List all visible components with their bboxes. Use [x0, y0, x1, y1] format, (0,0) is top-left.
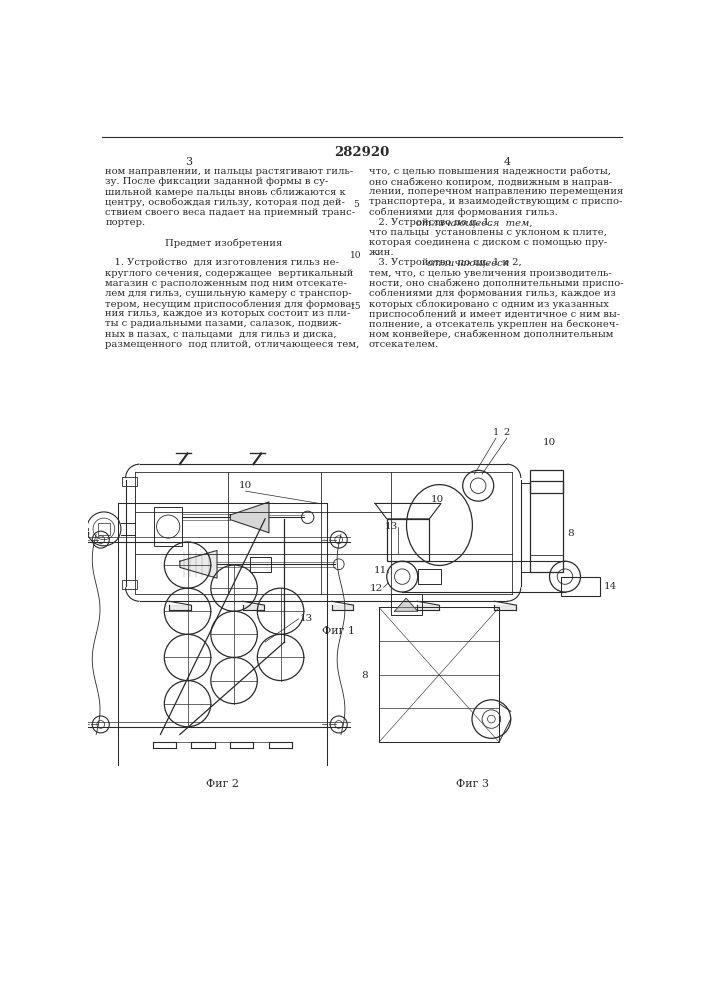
Text: зу. После фиксации заданной формы в су-: зу. После фиксации заданной формы в су-: [105, 177, 329, 186]
Text: 2: 2: [504, 428, 510, 437]
Text: ном конвейере, снабженном дополнительным: ном конвейере, снабженном дополнительным: [369, 330, 613, 339]
Text: Фиг 3: Фиг 3: [455, 779, 489, 789]
Text: 1. Устройство  для изготовления гильз не-: 1. Устройство для изготовления гильз не-: [105, 258, 339, 267]
Text: ты с радиальными пазами, салазок, подвиж-: ты с радиальными пазами, салазок, подвиж…: [105, 319, 341, 328]
Bar: [250, 557, 271, 572]
Text: размещенного  под плитой, отличающееся тем,: размещенного под плитой, отличающееся те…: [105, 340, 360, 349]
Text: 8: 8: [362, 671, 368, 680]
Text: 5: 5: [353, 200, 358, 209]
Text: отличающееся: отличающееся: [426, 258, 510, 267]
Text: 8: 8: [567, 529, 574, 538]
Text: жин.: жин.: [369, 248, 395, 257]
Text: отличающееся  тем,: отличающееся тем,: [416, 218, 532, 227]
Polygon shape: [417, 605, 438, 610]
Polygon shape: [243, 605, 264, 610]
Text: 10: 10: [239, 481, 252, 490]
Text: отсекателем.: отсекателем.: [369, 340, 439, 349]
Text: лении, поперечном направлению перемещения: лении, поперечном направлению перемещени…: [369, 187, 623, 196]
Text: приспособлений и имеет идентичное с ним вы-: приспособлений и имеет идентичное с ним …: [369, 309, 620, 319]
Bar: [387, 519, 429, 561]
Polygon shape: [395, 598, 418, 611]
Text: 14: 14: [604, 582, 617, 591]
Text: Предмет изобретения: Предмет изобретения: [165, 238, 283, 248]
Text: 10: 10: [431, 495, 444, 504]
Text: которых сблокировано с одним из указанных: которых сблокировано с одним из указанны…: [369, 299, 609, 309]
Bar: [122, 477, 137, 486]
Text: Фиг 1: Фиг 1: [322, 626, 355, 636]
Text: 3: 3: [185, 157, 193, 167]
Polygon shape: [180, 550, 217, 578]
Text: 13: 13: [385, 522, 398, 531]
Bar: [154, 507, 182, 546]
Polygon shape: [332, 605, 354, 610]
Text: центру, освобождая гильзу, которая под дей-: центру, освобождая гильзу, которая под д…: [105, 197, 345, 207]
Text: 15: 15: [350, 302, 361, 311]
Text: тером, несущим приспособления для формова-: тером, несущим приспособления для формов…: [105, 299, 355, 309]
Text: круглого сечения, содержащее  вертикальный: круглого сечения, содержащее вертикальны…: [105, 269, 354, 278]
Bar: [98, 523, 110, 535]
Text: ствием своего веса падает на приемный транс-: ствием своего веса падает на приемный тр…: [105, 208, 356, 217]
Text: оно снабжено копиром, подвижным в направ-: оно снабжено копиром, подвижным в направ…: [369, 177, 612, 187]
Text: 2. Устройство по п. 1,: 2. Устройство по п. 1,: [369, 218, 496, 227]
Text: 4: 4: [503, 157, 510, 167]
Text: соблениями для формования гильз, каждое из: соблениями для формования гильз, каждое …: [369, 289, 616, 298]
Text: Фиг 2: Фиг 2: [206, 779, 239, 789]
Text: соблениями для формования гильз.: соблениями для формования гильз.: [369, 208, 558, 217]
Text: тем, что, с целью увеличения производитель-: тем, что, с целью увеличения производите…: [369, 269, 612, 278]
Text: 11: 11: [373, 566, 387, 575]
Polygon shape: [230, 502, 269, 533]
Text: ности, оно снабжено дополнительными приспо-: ности, оно снабжено дополнительными прис…: [369, 279, 624, 288]
Text: 13: 13: [300, 614, 313, 623]
Text: которая соединена с диском с помощью пру-: которая соединена с диском с помощью пру…: [369, 238, 607, 247]
Bar: [391, 594, 421, 615]
Text: ных в пазах, с пальцами  для гильз и диска,: ных в пазах, с пальцами для гильз и диск…: [105, 330, 337, 339]
Text: ном направлении, и пальцы растягивают гиль-: ном направлении, и пальцы растягивают ги…: [105, 167, 354, 176]
Bar: [530, 481, 563, 572]
Text: 10: 10: [543, 438, 556, 447]
Polygon shape: [494, 605, 516, 610]
Text: 3. Устройство  по пп. 1 и 2,: 3. Устройство по пп. 1 и 2,: [369, 258, 525, 267]
Bar: [530, 470, 563, 493]
Text: 1: 1: [493, 428, 499, 437]
Text: 10: 10: [350, 251, 361, 260]
Bar: [418, 569, 441, 584]
Text: полнение, а отсекатель укреплен на бесконеч-: полнение, а отсекатель укреплен на беско…: [369, 319, 619, 329]
Text: шильной камере пальцы вновь сближаются к: шильной камере пальцы вновь сближаются к: [105, 187, 346, 197]
Text: ния гильз, каждое из которых состоит из пли-: ния гильз, каждое из которых состоит из …: [105, 309, 351, 318]
Text: 12: 12: [370, 584, 383, 593]
Text: что, с целью повышения надежности работы,: что, с целью повышения надежности работы…: [369, 167, 611, 176]
Text: транспортера, и взаимодействующим с приспо-: транспортера, и взаимодействующим с прис…: [369, 197, 622, 206]
Text: портер.: портер.: [105, 218, 146, 227]
Text: что пальцы  установлены с уклоном к плите,: что пальцы установлены с уклоном к плите…: [369, 228, 607, 237]
Text: магазин с расположенным под ним отсекате-: магазин с расположенным под ним отсекате…: [105, 279, 347, 288]
Text: 282920: 282920: [334, 146, 390, 159]
Text: лем для гильз, сушильную камеру с транспор-: лем для гильз, сушильную камеру с трансп…: [105, 289, 352, 298]
Bar: [379, 607, 499, 742]
Polygon shape: [169, 605, 191, 610]
Bar: [122, 580, 137, 589]
Bar: [561, 577, 600, 596]
